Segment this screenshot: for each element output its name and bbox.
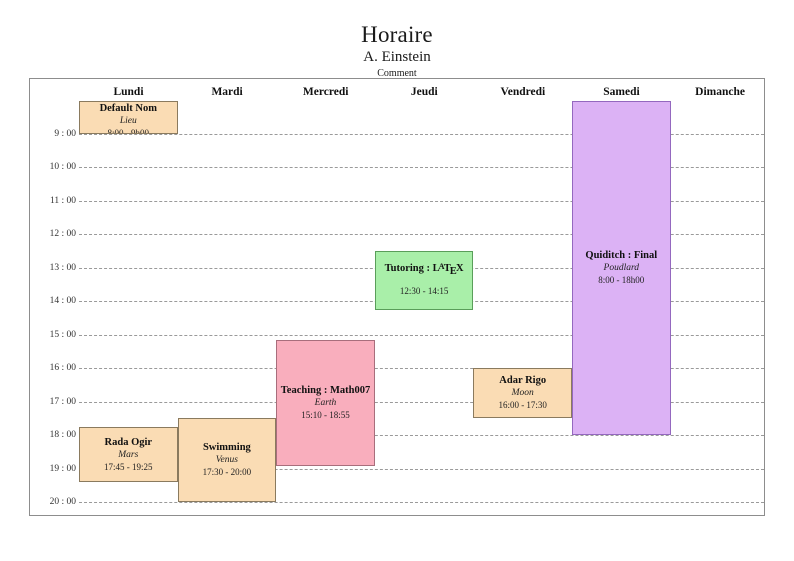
hour-gridline-15 (79, 334, 764, 336)
event-title: Rada Ogir (104, 436, 153, 448)
event-location: Poudlard (603, 262, 640, 273)
hour-label-14: 14 : 00 (49, 296, 76, 307)
hour-label-15: 15 : 00 (49, 329, 76, 340)
event-time-range: 17:30 - 20:00 (202, 467, 252, 478)
hour-label-20: 20 : 00 (49, 496, 76, 507)
hour-label-11: 11 : 00 (49, 195, 76, 206)
page-title: Horaire (361, 22, 433, 47)
event-time-range: 15:10 - 18:55 (301, 409, 350, 420)
event-time-range: 8:00 - 18h00 (598, 274, 645, 285)
event-title: Teaching : Math007 (280, 384, 371, 396)
event-block[interactable]: Swimming Venus 17:30 - 20:00 (177, 418, 277, 502)
event-block[interactable]: Rada Ogir Mars 17:45 - 19:25 (79, 426, 178, 483)
event-time-range: 12:30 - 14:15 (399, 286, 449, 297)
day-header-mercredi: Mercredi (302, 86, 349, 98)
hour-label-16: 16 : 00 (49, 363, 76, 374)
day-header-jeudi: Jeudi (410, 86, 438, 98)
event-location: Moon (511, 388, 534, 399)
hour-label-10: 10 : 00 (49, 162, 76, 173)
hour-label-9: 9 : 00 (54, 129, 76, 139)
title-block: Horaire A. Einstein Comment (0, 22, 794, 80)
event-location: Lieu (119, 115, 137, 126)
event-title: Adar Rigo (499, 375, 547, 387)
hour-label-18: 18 : 00 (49, 430, 76, 441)
event-title: Quiditch : Final (585, 249, 658, 261)
day-header-vendredi: Vendredi (500, 86, 546, 98)
hour-gridline-20 (79, 501, 764, 503)
event-block[interactable]: Tutoring : LATEX 12:30 - 14:15 (374, 251, 474, 310)
hour-gridline-19 (79, 468, 764, 470)
event-title: Default Nom (99, 102, 158, 114)
hour-label-12: 12 : 00 (49, 229, 76, 240)
event-time-range: 8:00 - 9h00 (107, 127, 150, 134)
event-block[interactable]: Default Nom Lieu 8:00 - 9h00 (79, 100, 178, 134)
day-header-dimanche: Dimanche (695, 86, 746, 98)
hour-gridline-12 (79, 234, 764, 236)
event-location: Mars (118, 449, 139, 460)
event-block[interactable]: Teaching : Math007 Earth 15:10 - 18:55 (276, 340, 375, 466)
hour-gridline-18 (79, 435, 764, 437)
day-header-lundi: Lundi (113, 86, 144, 98)
hour-gridline-11 (79, 200, 764, 202)
event-title: Tutoring : LATEX (384, 261, 464, 277)
event-time-range: 17:45 - 19:25 (104, 461, 153, 472)
document-comment: Comment (377, 68, 417, 79)
event-block[interactable]: Quiditch : Final Poudlard 8:00 - 18h00 (572, 100, 671, 436)
hour-label-13: 13 : 00 (49, 262, 76, 273)
event-time-range: 16:00 - 17:30 (498, 400, 547, 411)
day-header-mardi: Mardi (211, 86, 243, 98)
hour-gridline-16 (79, 368, 764, 370)
hour-label-19: 19 : 00 (49, 463, 76, 474)
document-author: A. Einstein (363, 49, 431, 65)
event-location: Earth (314, 397, 337, 408)
day-header-samedi: Samedi (603, 86, 640, 98)
hour-gridline-17 (79, 401, 764, 403)
hour-gridline-10 (79, 167, 764, 169)
event-location: Venus (215, 455, 238, 466)
hour-gridline-9 (79, 134, 764, 135)
hour-label-17: 17 : 00 (49, 396, 76, 407)
event-title: Swimming (202, 442, 251, 454)
event-block[interactable]: Adar Rigo Moon 16:00 - 17:30 (473, 368, 572, 419)
calendar-grid: Lundi Mardi Mercredi Jeudi Vendredi Samedi Dim… (29, 78, 765, 516)
